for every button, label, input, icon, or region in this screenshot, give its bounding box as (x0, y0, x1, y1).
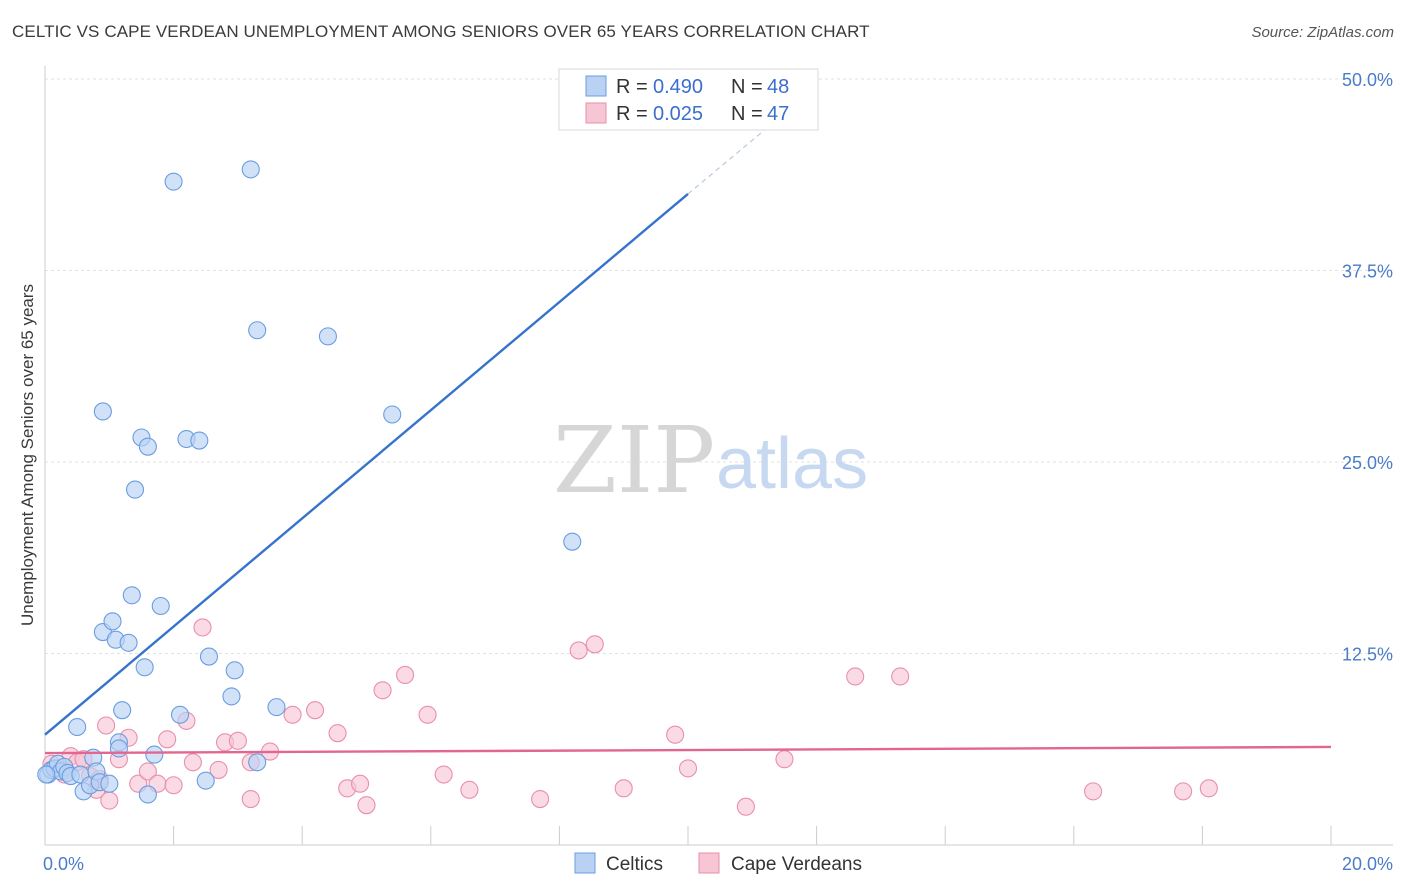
celtic-point-28 (138, 437, 157, 456)
x-tick-labels: 0.0% 20.0% (43, 854, 1393, 874)
legend-r-value-celtic: 0.490 (653, 76, 703, 98)
celtic-point-31 (164, 172, 183, 191)
cape-trendline (44, 745, 1332, 755)
x-tick-label-0: 0.0% (43, 854, 84, 874)
celtic-point-24 (125, 480, 145, 499)
cape-point-9 (97, 716, 116, 735)
legend: R = 0.490 N = 48 R = 0.025 N = 47 (558, 68, 819, 131)
legend-n-label-celtic: N = (731, 76, 763, 98)
celtic-point-37 (222, 687, 241, 706)
cape-point-43 (678, 759, 698, 778)
celtic-trendline (44, 192, 689, 736)
cape-point-19 (183, 753, 202, 772)
celtic-point-22 (119, 633, 138, 652)
celtic-point-18 (103, 612, 122, 631)
celtic-point-35 (196, 771, 215, 790)
celtic-point-29 (145, 745, 164, 764)
y-tick-label-2: 37.5% (1342, 262, 1393, 282)
cape-point-23 (228, 731, 247, 750)
axes (44, 66, 1393, 846)
celtic-point-30 (151, 596, 170, 616)
bottom-legend-label-celtic: Celtics (606, 854, 663, 875)
celtic-point-46 (37, 765, 56, 784)
cape-point-24 (241, 789, 260, 809)
celtic-point-41 (248, 321, 267, 340)
celtic-point-45 (563, 532, 582, 551)
y-tick-label-1: 25.0% (1342, 453, 1393, 473)
cape-point-28 (306, 701, 325, 720)
legend-n-value-celtic: 48 (767, 76, 789, 98)
legend-r-label-celtic: R = (616, 76, 648, 98)
gridlines (45, 78, 1393, 654)
cape-point-14 (138, 762, 157, 781)
celtic-point-26 (135, 658, 154, 677)
y-tick-label-3: 50.0% (1342, 70, 1393, 90)
bottom-legend-swatch-cape (698, 852, 720, 874)
chart-source: Source: ZipAtlas.com (1251, 24, 1394, 41)
legend-r-label-cape: R = (616, 103, 648, 125)
celtic-point-40 (248, 753, 267, 772)
cape-point-41 (614, 779, 633, 798)
cape-point-50 (1199, 779, 1218, 798)
cape-point-10 (100, 791, 119, 810)
cape-point-27 (283, 705, 302, 724)
y-tick-label-0: 12.5% (1342, 645, 1393, 665)
cape-point-32 (357, 796, 376, 815)
cape-point-38 (531, 789, 550, 809)
bottom-legend: Celtics Cape Verdeans (574, 852, 862, 875)
celtic-point-17 (100, 774, 119, 793)
bottom-legend-swatch-celtic (574, 852, 596, 874)
cape-point-33 (373, 681, 392, 700)
y-tick-labels: 12.5% 25.0% 37.5% 50.0% (1342, 70, 1393, 665)
y-axis-label: Unemployment Among Seniors over 65 years (18, 284, 37, 626)
cape-point-31 (351, 774, 370, 793)
cape-point-42 (666, 725, 685, 744)
cape-point-35 (418, 705, 437, 724)
celtic-point-42 (267, 698, 286, 717)
cape-point-48 (1084, 782, 1103, 801)
cape-point-37 (460, 780, 479, 799)
cape-point-20 (193, 618, 212, 637)
cape-point-34 (396, 665, 415, 684)
cape-point-36 (434, 765, 453, 784)
celtic-point-44 (383, 405, 402, 424)
watermark: ZIP atlas (553, 407, 868, 514)
cape-point-44 (736, 797, 755, 816)
celtic-point-36 (199, 647, 219, 666)
watermark-zip: ZIP (553, 407, 715, 514)
cape-point-29 (328, 724, 347, 743)
celtic-point-47 (109, 739, 128, 758)
celtic-point-38 (225, 661, 244, 680)
celtic-point-39 (241, 160, 260, 179)
cape-point-49 (1174, 782, 1193, 801)
cape-point-21 (209, 760, 228, 779)
cape-point-47 (891, 667, 910, 686)
legend-swatch-cape (585, 102, 607, 124)
watermark-atlas: atlas (716, 424, 868, 504)
celtic-point-32 (170, 705, 190, 724)
cape-point-40 (585, 635, 604, 654)
cape-point-39 (569, 641, 588, 660)
cape-point-46 (846, 667, 865, 686)
cape-point-17 (164, 776, 183, 795)
celtic-point-43 (318, 327, 337, 346)
legend-swatch-celtic (585, 75, 607, 97)
celtic-point-8 (68, 717, 87, 737)
celtic-point-21 (113, 701, 132, 720)
series-cape (42, 618, 1218, 816)
x-tick-label-1: 20.0% (1342, 854, 1393, 874)
legend-n-value-cape: 47 (767, 103, 789, 125)
series-points (37, 160, 1218, 816)
legend-r-value-cape: 0.025 (653, 103, 703, 125)
celtic-point-27 (138, 785, 157, 804)
celtic-point-34 (190, 431, 209, 450)
cape-point-16 (158, 730, 177, 749)
cape-point-45 (775, 750, 794, 769)
bottom-legend-label-cape: Cape Verdeans (731, 854, 862, 875)
celtic-point-23 (122, 586, 141, 605)
legend-n-label-cape: N = (731, 103, 763, 125)
celtic-point-15 (93, 402, 112, 421)
chart-title: CELTIC VS CAPE VERDEAN UNEMPLOYMENT AMON… (12, 22, 870, 41)
